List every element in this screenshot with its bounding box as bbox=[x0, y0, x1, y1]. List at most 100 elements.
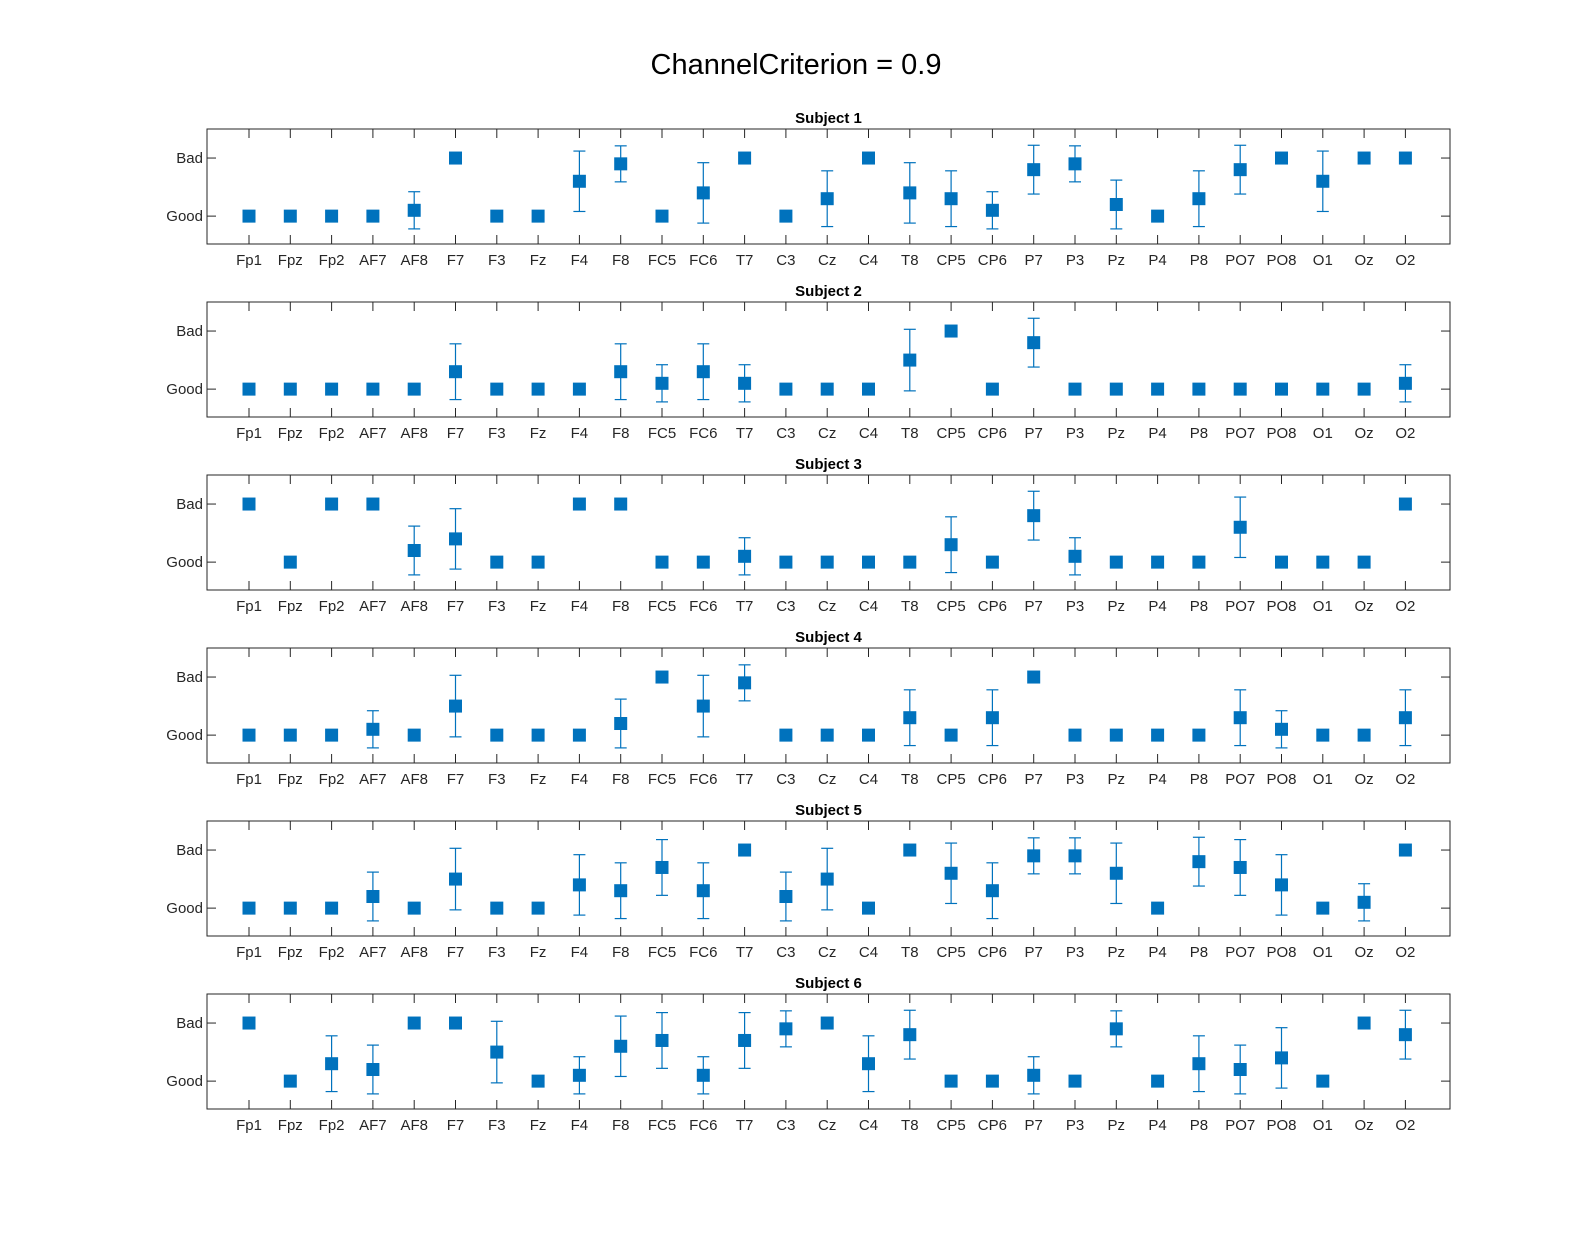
x-tick-label: C4 bbox=[859, 598, 878, 615]
x-tick-label: PO8 bbox=[1266, 944, 1296, 961]
data-point-marker bbox=[1192, 728, 1206, 742]
x-tick-label: F3 bbox=[488, 598, 506, 615]
data-point-marker bbox=[614, 157, 628, 171]
x-tick-label: T7 bbox=[736, 252, 754, 269]
data-point-marker bbox=[1398, 151, 1412, 165]
x-tick-label: AF7 bbox=[359, 598, 387, 615]
data-point-marker bbox=[1316, 1074, 1330, 1088]
x-tick-label: T7 bbox=[736, 598, 754, 615]
x-tick-label: F7 bbox=[447, 425, 465, 442]
x-tick-label: FC6 bbox=[689, 425, 717, 442]
x-tick-label: P4 bbox=[1148, 425, 1166, 442]
y-tick-label: Good bbox=[166, 554, 203, 571]
x-tick-label: Fp2 bbox=[319, 1117, 345, 1134]
x-tick-label: FC5 bbox=[648, 771, 676, 788]
data-point-marker bbox=[1357, 728, 1371, 742]
y-tick-label: Bad bbox=[176, 1015, 203, 1032]
x-tick-label: Fpz bbox=[278, 598, 303, 615]
x-tick-label: PO8 bbox=[1266, 252, 1296, 269]
x-tick-label: CP5 bbox=[937, 944, 966, 961]
x-tick-label: Fpz bbox=[278, 1117, 303, 1134]
data-point-marker bbox=[449, 151, 462, 165]
data-point-marker bbox=[531, 901, 545, 915]
data-point-marker bbox=[1275, 1051, 1288, 1065]
data-point-marker bbox=[944, 866, 958, 880]
data-point-marker bbox=[779, 890, 793, 904]
x-tick-label: P4 bbox=[1148, 1117, 1166, 1134]
data-point-marker bbox=[655, 376, 669, 390]
x-tick-label: CP6 bbox=[978, 598, 1007, 615]
data-point-marker bbox=[325, 901, 339, 915]
y-tick-label: Bad bbox=[176, 150, 203, 167]
data-point-marker bbox=[903, 186, 917, 200]
data-point-marker bbox=[242, 1016, 256, 1030]
x-tick-label: O1 bbox=[1313, 252, 1333, 269]
x-tick-label: P7 bbox=[1025, 425, 1043, 442]
data-point-marker bbox=[449, 365, 462, 379]
data-point-marker bbox=[655, 555, 669, 569]
figure-title: ChannelCriterion = 0.9 bbox=[651, 49, 942, 81]
data-point-marker bbox=[696, 699, 710, 713]
data-point-marker bbox=[1109, 555, 1123, 569]
x-tick-label: P8 bbox=[1190, 1117, 1208, 1134]
x-tick-label: P3 bbox=[1066, 771, 1084, 788]
data-point-marker bbox=[325, 728, 339, 742]
data-point-marker bbox=[614, 497, 628, 511]
x-tick-label: AF8 bbox=[400, 771, 428, 788]
x-tick-label: P8 bbox=[1190, 598, 1208, 615]
data-point-marker bbox=[779, 382, 793, 396]
x-tick-label: CP6 bbox=[978, 425, 1007, 442]
x-tick-label: FC5 bbox=[648, 1117, 676, 1134]
x-tick-label: Fpz bbox=[278, 944, 303, 961]
data-point-marker bbox=[490, 555, 504, 569]
data-point-marker bbox=[696, 555, 710, 569]
data-point-marker bbox=[490, 1045, 504, 1059]
data-point-marker bbox=[985, 382, 999, 396]
x-tick-label: T7 bbox=[736, 944, 754, 961]
data-point-marker bbox=[862, 151, 875, 165]
subplot-title: Subject 3 bbox=[795, 456, 862, 473]
data-point-marker bbox=[738, 376, 752, 390]
x-tick-label: FC5 bbox=[648, 944, 676, 961]
data-point-marker bbox=[1027, 509, 1041, 523]
data-point-marker bbox=[407, 382, 421, 396]
data-point-marker bbox=[1151, 555, 1165, 569]
x-tick-label: FC6 bbox=[689, 598, 717, 615]
x-tick-label: C4 bbox=[859, 1117, 878, 1134]
x-tick-label: CP6 bbox=[978, 1117, 1007, 1134]
x-tick-label: PO8 bbox=[1266, 425, 1296, 442]
data-point-marker bbox=[407, 901, 421, 915]
x-tick-label: O1 bbox=[1313, 598, 1333, 615]
x-tick-label: Cz bbox=[818, 252, 836, 269]
data-point-marker bbox=[820, 728, 834, 742]
data-point-marker bbox=[1109, 382, 1123, 396]
data-point-marker bbox=[862, 901, 875, 915]
data-point-marker bbox=[1151, 209, 1165, 223]
data-point-marker bbox=[655, 670, 669, 684]
data-point-marker bbox=[572, 878, 586, 892]
data-point-marker bbox=[985, 1074, 999, 1088]
data-point-marker bbox=[1151, 1074, 1165, 1088]
data-point-marker bbox=[614, 717, 628, 731]
subplot-3: Subject 3 Good Bad Fp1 Fpz Fp2 AF7 AF8 F7 F3 Fz F4 F… bbox=[166, 456, 1451, 615]
x-tick-label: Fp1 bbox=[236, 944, 262, 961]
data-point-marker bbox=[407, 1016, 421, 1030]
data-point-marker bbox=[1192, 555, 1206, 569]
x-tick-label: PO7 bbox=[1225, 425, 1255, 442]
data-point-marker bbox=[407, 203, 421, 217]
x-tick-label: T8 bbox=[901, 771, 919, 788]
data-point-marker bbox=[1109, 866, 1123, 880]
data-point-marker bbox=[696, 365, 710, 379]
x-tick-label: T8 bbox=[901, 425, 919, 442]
axes-box bbox=[206, 647, 1451, 764]
data-point-marker bbox=[903, 353, 917, 367]
x-tick-label: Cz bbox=[818, 944, 836, 961]
data-point-marker bbox=[1275, 151, 1288, 165]
data-point-marker bbox=[1109, 728, 1123, 742]
data-point-marker bbox=[655, 860, 669, 874]
data-point-marker bbox=[985, 884, 999, 898]
x-tick-label: F8 bbox=[612, 425, 630, 442]
data-point-marker bbox=[1027, 336, 1041, 350]
data-point-marker bbox=[1357, 895, 1371, 909]
